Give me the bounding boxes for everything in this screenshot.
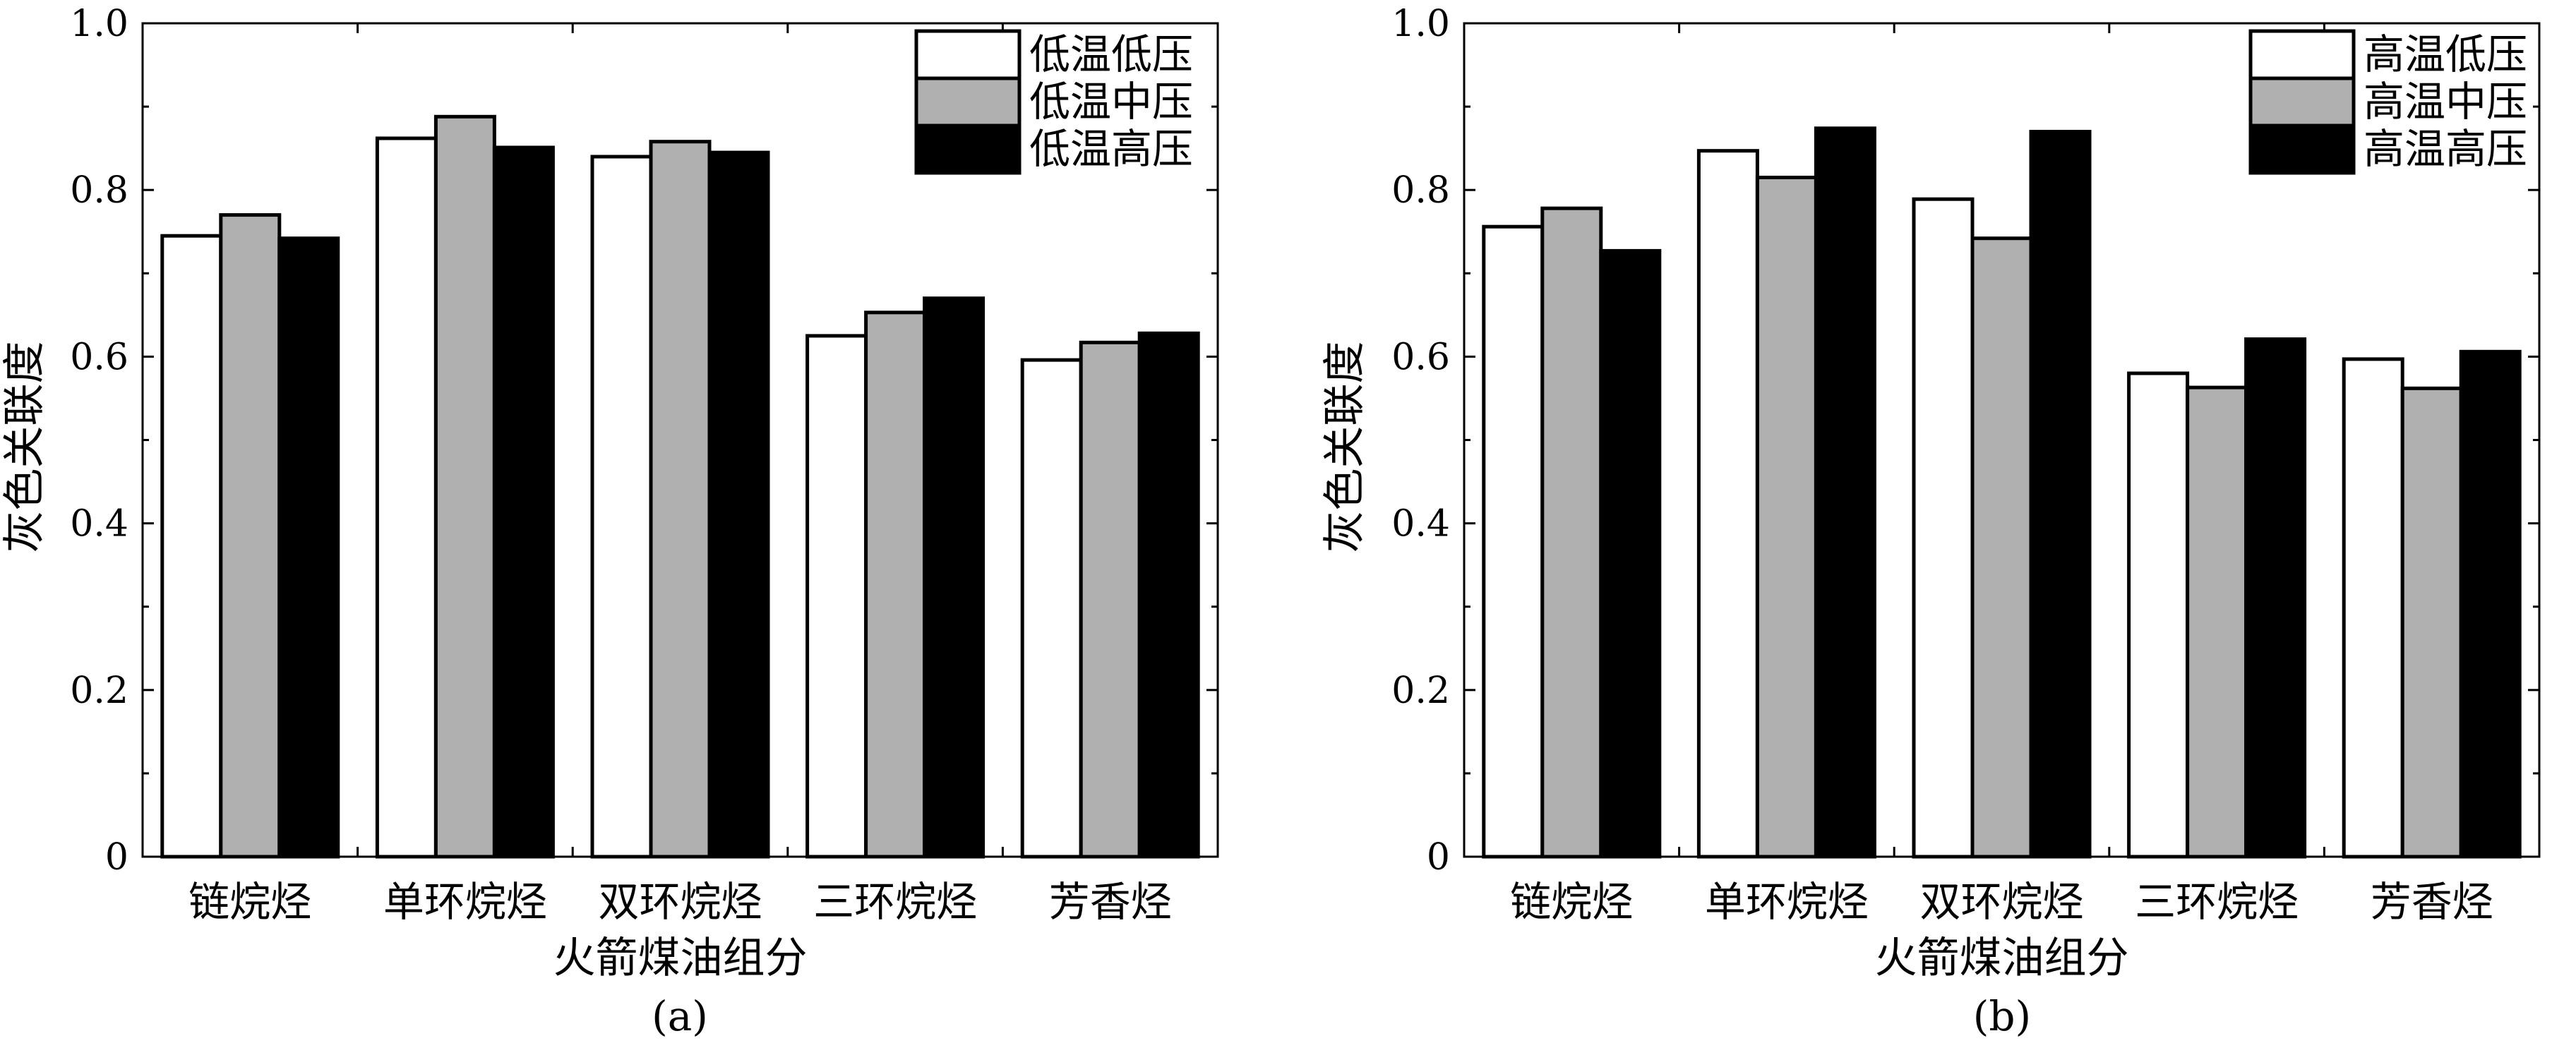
bar-高温低压-链烷烃 — [1482, 224, 1545, 859]
y-axis-title: 灰色关联度 — [0, 342, 49, 553]
bar-低温中压-三环烷烃 — [864, 311, 927, 859]
bar-高温低压-芳香烃 — [2342, 357, 2404, 859]
panel-label: (a) — [652, 992, 708, 1040]
legend-swatch — [914, 29, 1022, 80]
x-tick-label: 芳香烃 — [2371, 878, 2493, 926]
x-tick-label: 链烷烃 — [188, 878, 311, 926]
bar-高温高压-单环烷烃 — [1814, 126, 1876, 859]
bar-高温中压-双环烷烃 — [1970, 236, 2033, 859]
y-tick-label: 0.8 — [70, 169, 128, 212]
bar-低温中压-单环烷烃 — [433, 114, 496, 859]
bar-低温低压-三环烷烃 — [805, 334, 868, 859]
legend-label: 低温高压 — [1029, 125, 1193, 173]
bar-低温中压-链烷烃 — [219, 213, 282, 859]
legend-swatch — [2248, 29, 2356, 80]
bar-高温低压-双环烷烃 — [1912, 197, 1975, 859]
y-tick-label: 0 — [1427, 836, 1450, 879]
bar-低温低压-单环烷烃 — [375, 136, 438, 859]
bar-低温高压-单环烷烃 — [492, 145, 555, 859]
y-tick-label: 0.6 — [1391, 336, 1450, 378]
y-tick-label: 0.8 — [1391, 169, 1450, 212]
x-tick-label: 双环烷烃 — [1919, 878, 2083, 926]
panel-label: (b) — [1973, 992, 2031, 1040]
bar-高温中压-链烷烃 — [1540, 206, 1603, 859]
legend-swatch — [914, 123, 1022, 175]
y-tick-label: 0.2 — [1391, 670, 1450, 712]
x-tick-label: 单环烷烃 — [1705, 878, 1869, 926]
bar-高温中压-芳香烃 — [2400, 386, 2463, 859]
bar-高温中压-单环烷烃 — [1755, 176, 1818, 859]
legend-label: 低温中压 — [1029, 78, 1193, 126]
chart-panel-2: 0 0.2 0.4 0.6 0.8 1.0 链烷烃 单环烷烃 双环烷烃 三环烷烃 芳香烃火箭煤油组分… — [1320, 3, 2541, 1040]
bar-低温高压-芳香烃 — [1137, 331, 1200, 859]
y-tick-label: 0.6 — [70, 336, 128, 378]
bar-高温低压-单环烷烃 — [1696, 149, 1759, 859]
x-axis-title: 火箭煤油组分 — [553, 934, 808, 983]
y-tick-label: 1.0 — [1391, 3, 1450, 45]
y-tick-label: 0.4 — [70, 503, 128, 545]
bar-高温高压-三环烷烃 — [2244, 337, 2307, 859]
legend-swatch — [2248, 76, 2356, 128]
x-axis-title: 火箭煤油组分 — [1875, 934, 2129, 983]
bar-高温中压-三环烷烃 — [2186, 385, 2248, 859]
bar-低温高压-三环烷烃 — [923, 296, 986, 859]
legend-label: 高温高压 — [2364, 125, 2527, 173]
legend-swatch — [914, 76, 1022, 128]
bar-低温中压-双环烷烃 — [649, 140, 712, 859]
bar-高温高压-双环烷烃 — [2029, 130, 2092, 859]
x-tick-label: 双环烷烃 — [598, 878, 762, 926]
y-axis-title: 灰色关联度 — [1320, 342, 1370, 553]
bar-低温高压-双环烷烃 — [707, 150, 770, 859]
y-tick-label: 1.0 — [70, 3, 128, 45]
x-tick-label: 芳香烃 — [1049, 878, 1172, 926]
bar-高温高压-芳香烃 — [2459, 349, 2522, 859]
chart-panel-1: 0 0.2 0.4 0.6 0.8 1.0 链烷烃 单环烷烃 双环烷烃 三环烷烃 芳香烃火箭煤油组分… — [0, 3, 1219, 1040]
x-tick-label: 单环烷烃 — [383, 878, 547, 926]
y-tick-label: 0.4 — [1391, 503, 1450, 545]
legend-label: 高温中压 — [2364, 78, 2527, 126]
bar-低温低压-双环烷烃 — [590, 155, 653, 859]
y-tick-label: 0.2 — [70, 670, 128, 712]
bar-低温高压-链烷烃 — [277, 236, 340, 859]
bar-高温低压-三环烷烃 — [2127, 371, 2190, 859]
bar-低温低压-芳香烃 — [1020, 358, 1083, 859]
bar-低温低压-链烷烃 — [160, 234, 223, 859]
legend-swatch — [2248, 123, 2356, 175]
legend-label: 低温低压 — [1029, 30, 1193, 78]
y-tick-label: 0 — [105, 836, 128, 879]
x-tick-label: 三环烷烃 — [813, 878, 977, 926]
bar-低温中压-芳香烃 — [1079, 340, 1142, 859]
bar-高温高压-链烷烃 — [1599, 248, 1662, 859]
x-tick-label: 三环烷烃 — [2135, 878, 2299, 926]
legend-label: 高温低压 — [2364, 30, 2527, 78]
x-tick-label: 链烷烃 — [1510, 878, 1633, 926]
